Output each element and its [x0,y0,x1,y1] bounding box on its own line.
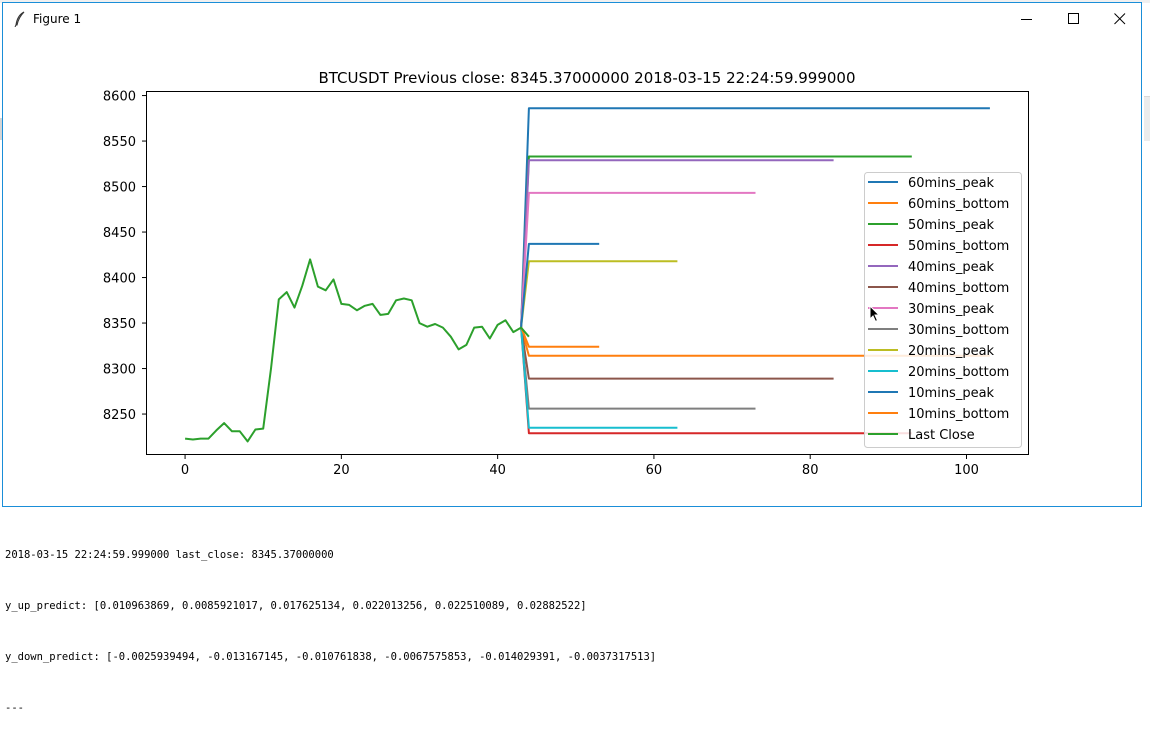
y-tick-label: 8600 [103,90,136,105]
y-tick-label: 8250 [103,408,136,423]
maximize-icon [1068,13,1079,24]
legend-label: 30mins_bottom [908,323,1009,338]
console-line: y_up_predict: [0.010963869, 0.0085921017… [5,600,587,612]
legend-label: 60mins_peak [908,176,995,191]
window-title: Figure 1 [33,12,82,26]
console-line: y_down_predict: [-0.0025939494, -0.01316… [5,651,657,663]
series-line-last-close [184,258,530,443]
x-tick-label: 20 [333,463,350,478]
background-window-fragment [1144,96,1150,141]
chart-title: BTCUSDT Previous close: 8345.37000000 20… [318,69,855,87]
close-icon [1114,13,1126,25]
series-line-60mins-bottom [520,327,990,357]
x-tick-label: 60 [646,463,663,478]
legend-label: 30mins_peak [908,302,995,317]
legend-label: 50mins_peak [908,218,995,233]
desktop-background-strip [0,0,1150,3]
console-line: 2018-03-15 22:24:59.999000 last_close: 8… [5,549,334,561]
y-tick-label: 8350 [103,317,136,332]
series-line-10mins-peak [520,242,600,328]
feather-icon [14,11,25,27]
y-tick-label: 8450 [103,226,136,241]
legend-label: 20mins_bottom [908,365,1009,380]
chart-canvas[interactable]: BTCUSDT Previous close: 8345.37000000 20… [0,0,1150,507]
background-window-fragment-left [0,118,3,140]
minimize-icon [1021,19,1032,20]
close-button[interactable] [1097,3,1143,34]
maximize-button[interactable] [1051,3,1097,34]
series-line-20mins-bottom [520,327,678,429]
series-layer [184,107,990,443]
series-line-10mins-bottom [520,326,600,348]
legend-label: 10mins_peak [908,386,995,401]
legend-label: 40mins_peak [908,260,995,275]
legend-box [864,172,1022,448]
console-output: 2018-03-15 22:24:59.999000 last_close: 8… [5,513,1145,734]
minimize-button[interactable] [1004,3,1050,34]
series-line-30mins-peak [520,191,756,328]
chart-legend: 60mins_peak 60mins_bottom 50mins_peak 50min… [864,172,1022,448]
y-tick-label: 8500 [103,181,136,196]
mouse-cursor-icon [869,305,881,323]
x-tick-label: 80 [802,463,819,478]
x-tick-label: 100 [954,463,979,478]
legend-label: 60mins_bottom [908,197,1009,212]
x-tick-label: 0 [181,463,189,478]
title-bar[interactable]: Figure 1 [3,3,1141,35]
axis-ticks: 0 20 40 60 80 100 8250 8300 8350 8400 8450 8500 8550… [103,90,979,478]
y-tick-label: 8550 [103,135,136,150]
legend-label: 40mins_bottom [908,281,1009,296]
legend-label: Last Close [908,428,975,443]
legend-label: 50mins_bottom [908,239,1009,254]
x-tick-label: 40 [489,463,506,478]
legend-label: 20mins_peak [908,344,995,359]
legend-label: 10mins_bottom [908,407,1009,422]
y-tick-label: 8400 [103,272,136,287]
plot-frame [146,91,1029,455]
y-tick-label: 8300 [103,363,136,378]
console-line: --- [5,702,24,714]
